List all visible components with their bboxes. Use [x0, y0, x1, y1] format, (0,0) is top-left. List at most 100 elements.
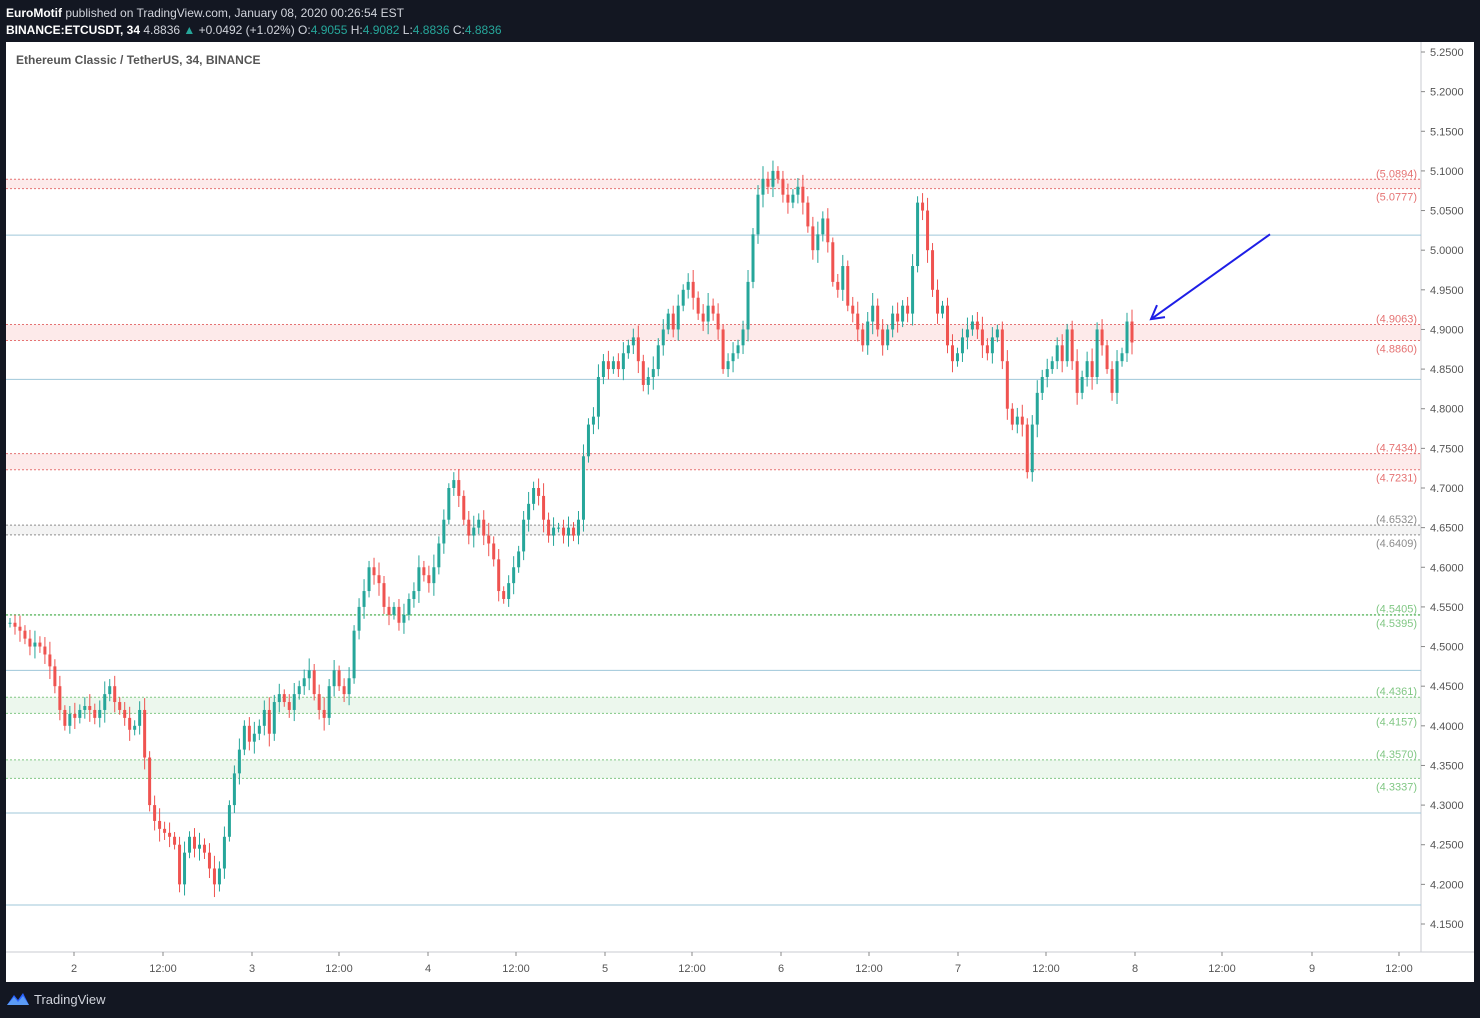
candle-body [1035, 392, 1039, 425]
candle-body [731, 353, 735, 362]
x-tick-label: 3 [249, 963, 255, 975]
open-label: O: [298, 23, 311, 37]
x-tick-label: 12:00 [1208, 963, 1236, 975]
candle-body [232, 773, 236, 806]
candle-body [312, 670, 316, 695]
zone-top-label: (4.6532) [1376, 514, 1417, 526]
candle-body [1025, 424, 1029, 473]
candle-body [1110, 369, 1114, 393]
candle-body [272, 702, 276, 734]
candle-body [726, 361, 730, 370]
zone-bottom-label: (5.0777) [1376, 192, 1417, 204]
candle-body [287, 702, 291, 710]
candle-body [123, 709, 127, 718]
annotation-arrow [1150, 233, 1271, 320]
candle-body [197, 844, 201, 849]
candle-body [696, 297, 700, 314]
chart-area[interactable]: 5.2500 5.2000 5.1500 5.1000 5.0500 5.0000 4.95… [6, 42, 1474, 982]
candle-body [796, 186, 800, 195]
candle-body [322, 709, 326, 718]
candle-body [641, 361, 645, 385]
candle-body [247, 725, 251, 742]
candle-body [457, 480, 461, 496]
candle-body [965, 329, 969, 338]
candle-body [512, 567, 516, 584]
candle-body [1100, 329, 1104, 346]
change-up-icon: ▲ [183, 23, 196, 37]
candle-body [467, 519, 471, 536]
candle-body [711, 305, 715, 314]
candle-body [262, 709, 266, 726]
candle-body [58, 686, 62, 710]
candle-body [666, 313, 670, 330]
author-name[interactable]: EuroMotif [6, 6, 62, 20]
y-tick-label: 4.3000 [1430, 800, 1464, 812]
candle-body [1020, 416, 1024, 425]
candle-body [816, 234, 820, 251]
close-value: 4.8836 [464, 23, 502, 37]
candle-body [990, 337, 994, 354]
candle-body [237, 749, 241, 774]
y-tick-label: 4.4000 [1430, 721, 1464, 733]
candle-body [1040, 377, 1044, 393]
candle-body [482, 519, 486, 536]
candle-body [532, 488, 536, 504]
candle-body [1105, 345, 1109, 370]
candle-body [202, 844, 206, 853]
tradingview-logo-icon[interactable] [6, 991, 30, 1007]
candle-body [437, 543, 441, 568]
candle-body [1085, 361, 1089, 378]
candle-body [896, 313, 900, 322]
y-tick-label: 4.9500 [1430, 285, 1464, 297]
y-tick-label: 5.1000 [1430, 166, 1464, 178]
candle-body [242, 725, 246, 750]
footer-brand[interactable]: TradingView [34, 992, 106, 1007]
candle-body [651, 369, 655, 378]
candle-body [1015, 416, 1019, 425]
zone-band [6, 453, 1421, 470]
candle-body [452, 480, 456, 488]
candle-body [397, 606, 401, 623]
candle-body [168, 832, 172, 837]
candle-body [337, 670, 341, 687]
candle-body [547, 519, 551, 536]
publish-info: EuroMotif published on TradingView.com, … [6, 6, 404, 20]
candle-body [387, 606, 391, 615]
candle-body [257, 725, 261, 734]
candle-body [163, 828, 167, 833]
low-value: 4.8836 [412, 23, 450, 37]
candle-body [28, 638, 32, 647]
candle-body [392, 606, 396, 615]
candle-body [447, 488, 451, 520]
candle-body [616, 361, 620, 370]
candle-body [1080, 377, 1084, 393]
y-tick-label: 5.2500 [1430, 47, 1464, 59]
candle-body [382, 583, 386, 607]
candle-body [43, 646, 47, 655]
candle-body [183, 852, 187, 885]
candle-body [407, 598, 411, 615]
candle-body [83, 706, 87, 710]
candle-body [113, 686, 117, 703]
x-tick-label: 12:00 [1385, 963, 1413, 975]
zone-bottom-label: (4.7231) [1376, 473, 1417, 485]
y-tick-label: 4.5000 [1430, 642, 1464, 654]
x-tick-label: 12:00 [149, 963, 177, 975]
zone-top-label: (5.0894) [1376, 168, 1417, 180]
price-chart[interactable]: 5.2500 5.2000 5.1500 5.1000 5.0500 5.0000 4.95… [6, 42, 1474, 982]
candle-body [567, 527, 571, 536]
candle-body [178, 844, 182, 885]
candle-body [975, 321, 979, 330]
y-tick-label: 4.6000 [1430, 562, 1464, 574]
zone-top-label: (4.7434) [1376, 443, 1417, 455]
candle-body [1060, 345, 1064, 362]
candle-body [656, 345, 660, 370]
candle-body [173, 836, 177, 845]
candle-body [851, 305, 855, 314]
candle-body [133, 725, 137, 730]
y-tick-label: 4.2000 [1430, 879, 1464, 891]
close-label: C: [449, 23, 465, 37]
candle-body [128, 717, 132, 730]
annotation-arrow-head [1149, 304, 1166, 321]
candle-body [706, 305, 710, 322]
